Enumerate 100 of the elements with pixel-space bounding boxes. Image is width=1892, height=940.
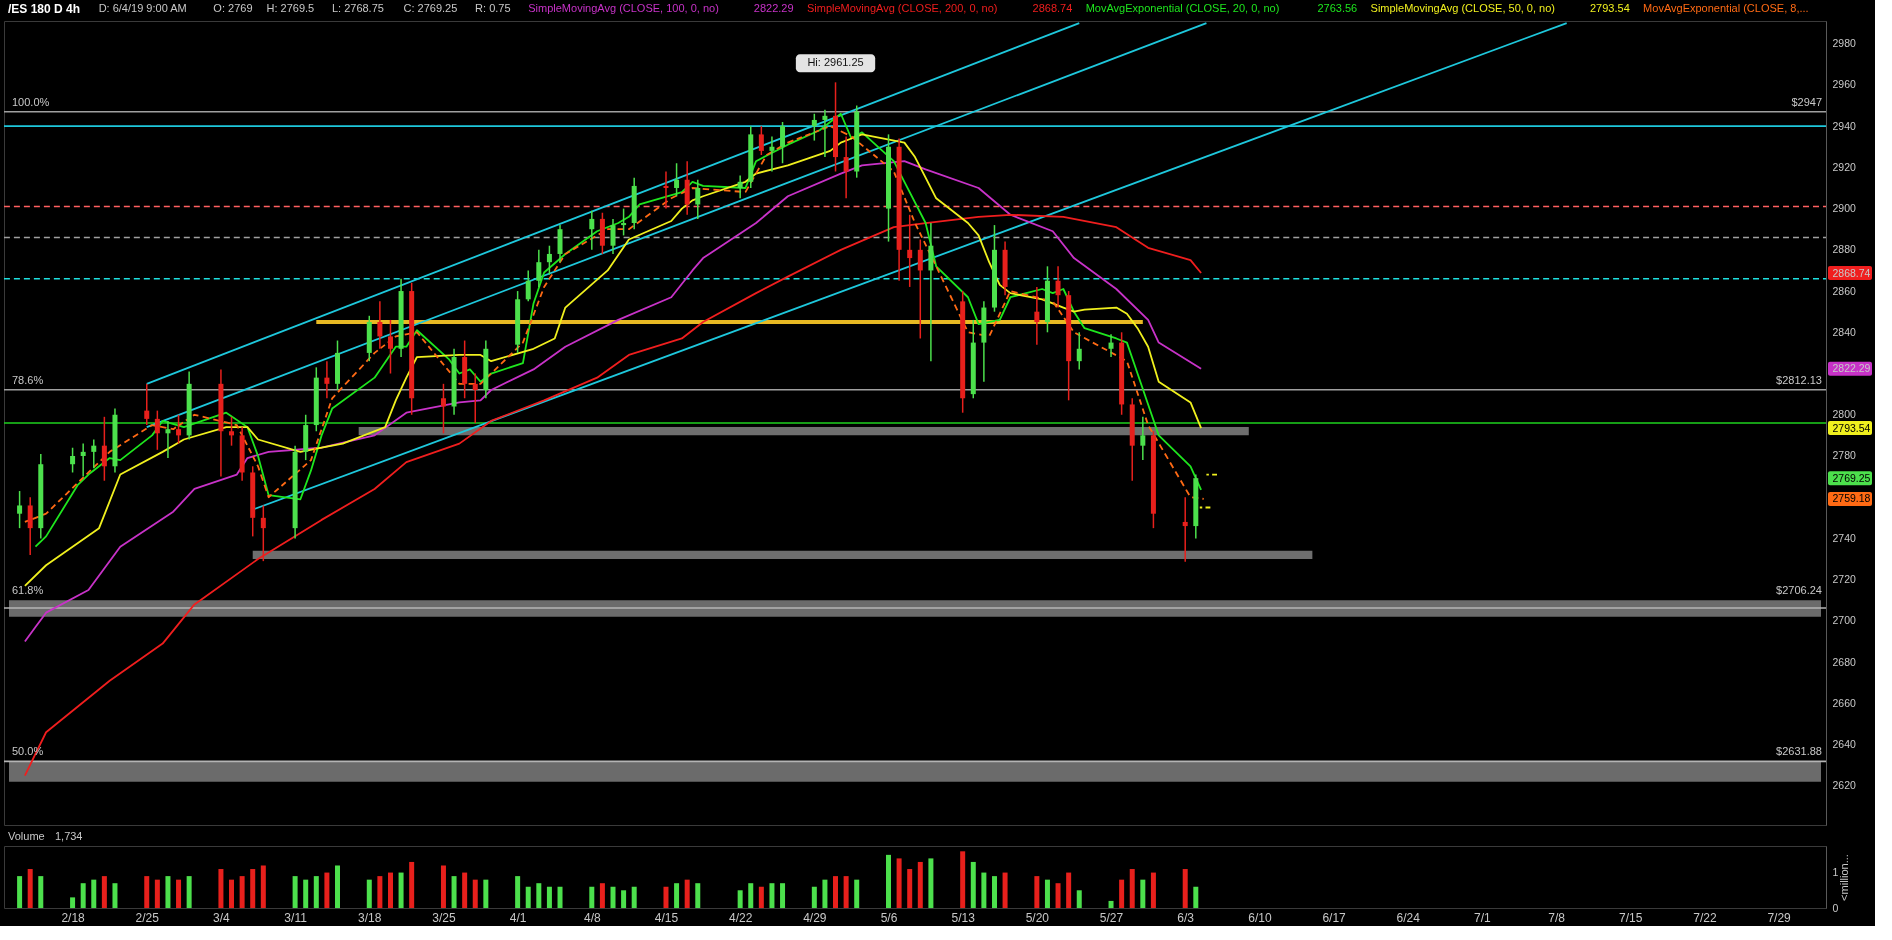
y-tick-label: 2880 xyxy=(1832,243,1857,256)
candlestick xyxy=(1108,333,1114,358)
candlestick xyxy=(621,207,627,237)
annotation: 78.6% xyxy=(12,373,44,386)
bar xyxy=(515,876,521,908)
bar xyxy=(610,886,616,908)
y-tick-label: 2640 xyxy=(1832,738,1857,751)
x-tick-label: 5/13 xyxy=(951,910,976,925)
candlestick xyxy=(525,269,531,303)
x-tick-label: 7/29 xyxy=(1767,910,1792,925)
x-tick-label: 6/24 xyxy=(1396,910,1421,925)
bar xyxy=(409,861,415,908)
bar xyxy=(218,869,224,908)
candlestick xyxy=(780,121,786,164)
x-tick-label: 4/29 xyxy=(803,910,827,925)
candlestick xyxy=(472,372,478,424)
y-tick-label: 2900 xyxy=(1832,202,1857,215)
bar xyxy=(229,879,235,908)
bar xyxy=(303,879,309,908)
y-axis-title: <million... xyxy=(1838,854,1851,901)
y-tick-label: 2840 xyxy=(1832,325,1857,338)
text: L: 2768.75 xyxy=(331,2,384,14)
bar xyxy=(250,869,256,908)
y-tick-label: 2868.74 xyxy=(1832,266,1871,279)
text: SimpleMovingAvg (CLOSE, 100, 0, no) xyxy=(528,2,719,14)
text: SimpleMovingAvg (CLOSE, 50, 0, no) xyxy=(1370,2,1556,14)
candlestick xyxy=(589,209,595,251)
annotation: Hi: 2961.25 xyxy=(807,56,864,69)
ref-line-label: $2631.88 xyxy=(1776,745,1822,758)
bar xyxy=(536,883,542,908)
y-tick-label: 2960 xyxy=(1832,78,1857,91)
y-tick-label: 2759.18 xyxy=(1832,492,1871,505)
bar xyxy=(546,886,552,908)
candlestick xyxy=(1034,286,1040,346)
ref-line-label: $2947 xyxy=(1791,95,1822,108)
bar xyxy=(907,869,913,908)
x-tick-label: 7/15 xyxy=(1619,910,1643,925)
y-tick-label: 2740 xyxy=(1832,531,1857,544)
candlestick xyxy=(440,383,446,435)
bar xyxy=(695,883,701,908)
candlestick xyxy=(260,504,266,562)
candlestick xyxy=(387,319,393,375)
candlestick xyxy=(1076,331,1082,371)
bar xyxy=(886,854,892,908)
bar xyxy=(1182,869,1188,908)
y-tick-label: 0 xyxy=(1832,901,1839,914)
text: H: 2769.5 xyxy=(266,2,315,14)
bar xyxy=(398,872,404,908)
text: 2868.74 xyxy=(1032,2,1073,14)
text: R: 0.75 xyxy=(475,2,511,14)
y-tick-label: 2793.54 xyxy=(1832,421,1871,434)
bar xyxy=(970,861,976,908)
bar xyxy=(324,872,330,908)
candlestick xyxy=(737,174,743,200)
x-tick-label: 3/18 xyxy=(358,910,382,925)
candlestick xyxy=(663,170,669,210)
bar xyxy=(854,879,860,908)
candlestick xyxy=(324,360,330,400)
text: MovAvgExponential (CLOSE, 8,... xyxy=(1643,2,1809,14)
candlestick xyxy=(1182,496,1188,563)
bar xyxy=(260,865,266,908)
y-tick-label: 2800 xyxy=(1832,408,1857,421)
candlestick xyxy=(811,113,817,142)
ref-line-label: $2706.24 xyxy=(1776,584,1822,597)
candlestick xyxy=(843,135,849,200)
chart-title: /ES 180 D 4h xyxy=(8,2,81,16)
bar xyxy=(292,876,298,908)
text: 2793.54 xyxy=(1590,2,1630,14)
bar xyxy=(917,861,923,908)
x-tick-label: 5/20 xyxy=(1025,910,1050,925)
text: SimpleMovingAvg (CLOSE, 200, 0, no) xyxy=(806,2,998,14)
bar xyxy=(1108,900,1114,908)
bar xyxy=(1119,879,1125,908)
text: C: 2769.25 xyxy=(403,2,458,14)
bar xyxy=(631,886,637,908)
bar xyxy=(387,872,393,908)
bar xyxy=(366,879,372,908)
x-tick-label: 2/25 xyxy=(135,910,160,925)
bar xyxy=(313,876,319,908)
bar xyxy=(896,858,902,908)
ref-line-label: $2812.13 xyxy=(1776,373,1822,386)
x-tick-label: 5/6 xyxy=(880,910,898,925)
y-tick-label: 2780 xyxy=(1832,449,1857,462)
bar xyxy=(599,883,605,908)
bar xyxy=(960,851,966,908)
bar xyxy=(589,886,595,908)
y-tick-label: 2769.25 xyxy=(1832,471,1871,484)
candlestick xyxy=(758,125,764,156)
bar xyxy=(843,876,849,908)
bar xyxy=(377,876,383,908)
y-tick-label: 2860 xyxy=(1832,284,1857,297)
bar xyxy=(769,883,775,908)
annotation: 61.8% xyxy=(12,584,44,597)
x-tick-label: 4/8 xyxy=(583,910,601,925)
text: 1,734 xyxy=(54,830,83,842)
candlestick xyxy=(695,178,701,220)
bar xyxy=(684,879,690,908)
y-tick-label: 2680 xyxy=(1832,655,1857,668)
bar xyxy=(525,886,531,908)
bar xyxy=(758,886,764,908)
